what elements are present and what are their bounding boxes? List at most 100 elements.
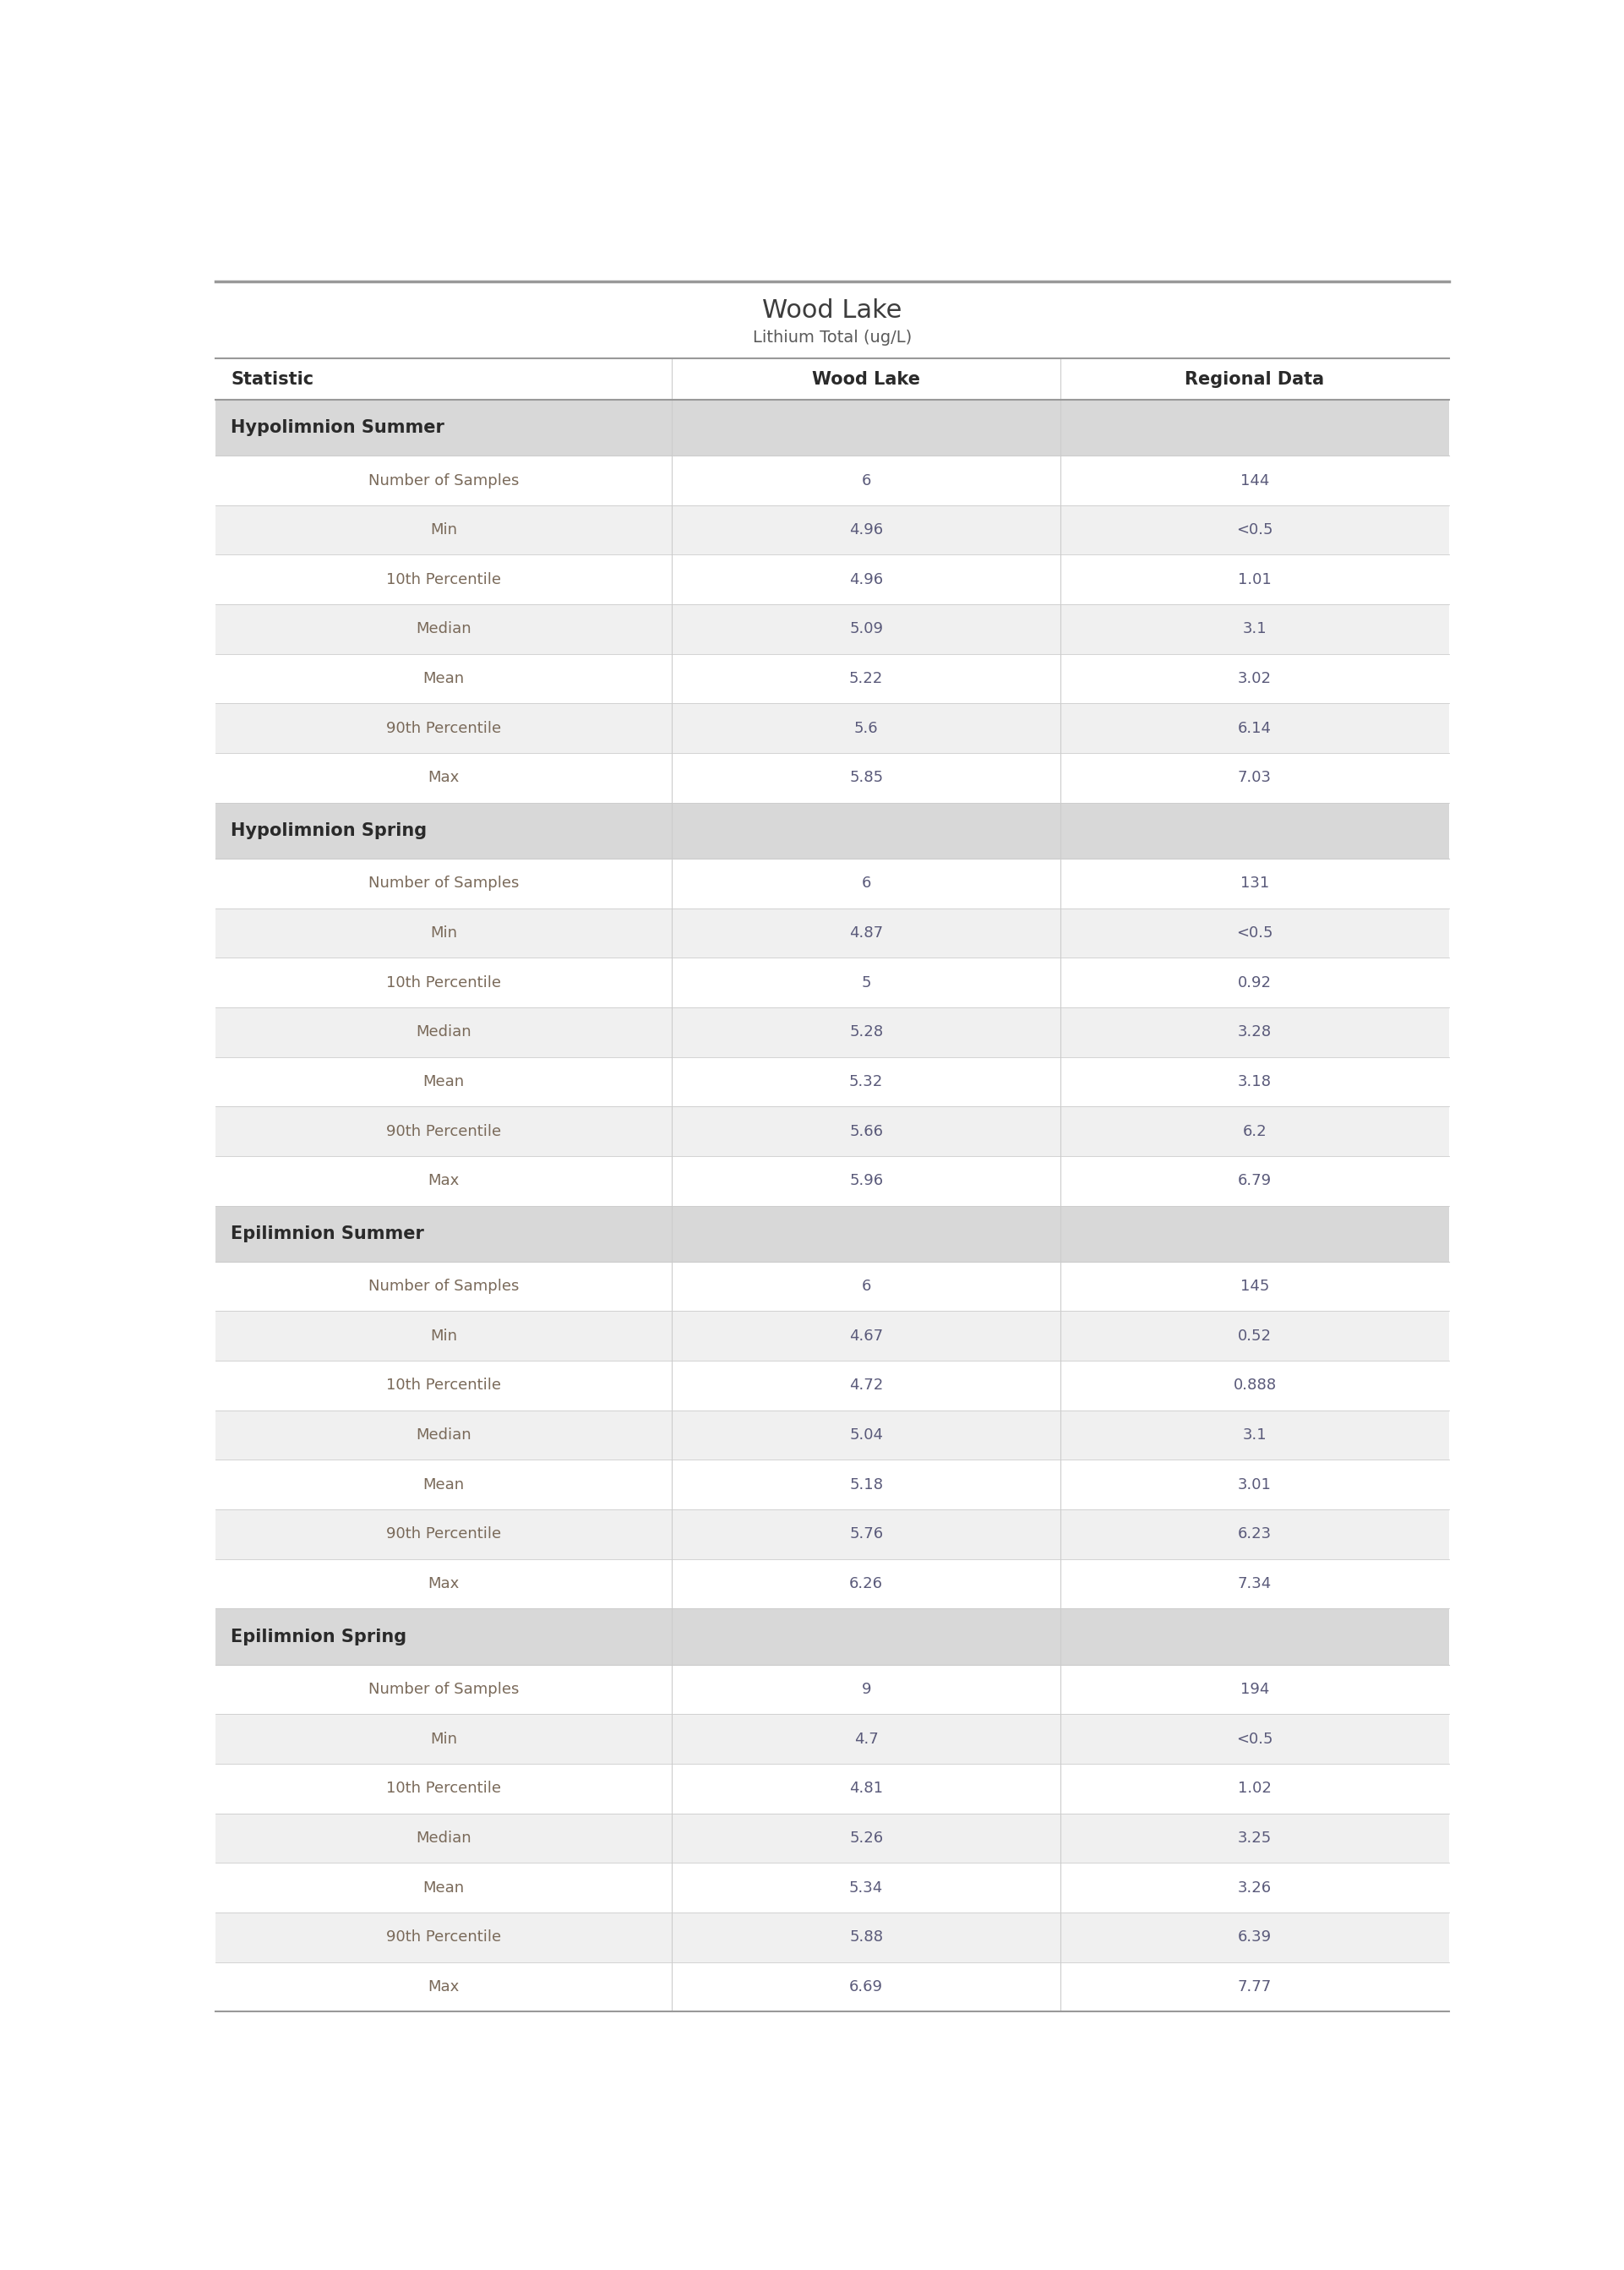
Text: 6.39: 6.39 xyxy=(1237,1930,1272,1945)
Bar xyxy=(216,400,1449,456)
Text: 0.52: 0.52 xyxy=(1237,1328,1272,1344)
Text: 131: 131 xyxy=(1241,876,1270,892)
Text: 90th Percentile: 90th Percentile xyxy=(387,720,502,735)
Text: 90th Percentile: 90th Percentile xyxy=(387,1124,502,1140)
Bar xyxy=(216,456,1449,506)
Bar xyxy=(216,1058,1449,1105)
Text: Number of Samples: Number of Samples xyxy=(369,1682,520,1698)
Text: 5.6: 5.6 xyxy=(854,720,879,735)
Bar xyxy=(216,754,1449,804)
Text: Median: Median xyxy=(416,1428,471,1444)
Text: 5.22: 5.22 xyxy=(849,672,883,686)
Bar xyxy=(216,654,1449,704)
Text: 3.02: 3.02 xyxy=(1237,672,1272,686)
Text: Max: Max xyxy=(429,1575,460,1591)
Bar xyxy=(216,604,1449,654)
Text: Epilimnion Summer: Epilimnion Summer xyxy=(231,1226,424,1242)
Bar xyxy=(216,1764,1449,1814)
Bar xyxy=(216,506,1449,554)
Text: 90th Percentile: 90th Percentile xyxy=(387,1528,502,1541)
Bar xyxy=(216,1410,1449,1460)
Text: 5.66: 5.66 xyxy=(849,1124,883,1140)
Bar xyxy=(216,359,1449,400)
Text: 3.28: 3.28 xyxy=(1237,1024,1272,1040)
Bar xyxy=(216,1714,1449,1764)
Text: Min: Min xyxy=(430,522,458,538)
Text: 3.1: 3.1 xyxy=(1242,1428,1267,1444)
Text: 5.32: 5.32 xyxy=(849,1074,883,1090)
Text: 5.85: 5.85 xyxy=(849,770,883,785)
Text: 5.96: 5.96 xyxy=(849,1174,883,1189)
Bar xyxy=(216,804,1449,858)
Text: Hypolimnion Summer: Hypolimnion Summer xyxy=(231,420,445,436)
Bar xyxy=(216,1510,1449,1559)
Text: 3.26: 3.26 xyxy=(1237,1880,1272,1895)
Text: 4.7: 4.7 xyxy=(854,1732,879,1746)
Bar xyxy=(216,1961,1449,2011)
Text: 9: 9 xyxy=(861,1682,870,1698)
Text: 6.2: 6.2 xyxy=(1242,1124,1267,1140)
Text: Epilimnion Spring: Epilimnion Spring xyxy=(231,1628,406,1646)
Bar xyxy=(216,1864,1449,1911)
Bar xyxy=(216,958,1449,1008)
Text: Median: Median xyxy=(416,1024,471,1040)
Text: 5.34: 5.34 xyxy=(849,1880,883,1895)
Text: Statistic: Statistic xyxy=(231,370,313,388)
Bar xyxy=(216,1205,1449,1262)
Text: 7.77: 7.77 xyxy=(1237,1979,1272,1995)
Bar xyxy=(216,554,1449,604)
Text: 3.25: 3.25 xyxy=(1237,1830,1272,1846)
Text: Number of Samples: Number of Samples xyxy=(369,876,520,892)
Text: 6: 6 xyxy=(861,876,870,892)
Bar xyxy=(216,1360,1449,1410)
Text: 6.69: 6.69 xyxy=(849,1979,883,1995)
Text: 10th Percentile: 10th Percentile xyxy=(387,1782,502,1796)
Text: 10th Percentile: 10th Percentile xyxy=(387,572,502,588)
Text: Max: Max xyxy=(429,1174,460,1189)
Text: 90th Percentile: 90th Percentile xyxy=(387,1930,502,1945)
Bar xyxy=(216,1155,1449,1205)
Text: 7.03: 7.03 xyxy=(1237,770,1272,785)
Bar xyxy=(216,1559,1449,1609)
Text: 5.88: 5.88 xyxy=(849,1930,883,1945)
Text: 7.34: 7.34 xyxy=(1237,1575,1272,1591)
Text: <0.5: <0.5 xyxy=(1236,522,1273,538)
Text: Median: Median xyxy=(416,622,471,638)
Bar xyxy=(216,1460,1449,1510)
Text: 4.72: 4.72 xyxy=(849,1378,883,1394)
Text: Wood Lake: Wood Lake xyxy=(812,370,921,388)
Text: 3.1: 3.1 xyxy=(1242,622,1267,638)
Text: 4.67: 4.67 xyxy=(849,1328,883,1344)
Text: 5.28: 5.28 xyxy=(849,1024,883,1040)
Bar xyxy=(216,704,1449,754)
Bar xyxy=(216,1105,1449,1155)
Text: 5.09: 5.09 xyxy=(849,622,883,638)
Text: Lithium Total (ug/L): Lithium Total (ug/L) xyxy=(754,329,911,345)
Text: 5: 5 xyxy=(861,976,870,990)
Text: 4.96: 4.96 xyxy=(849,522,883,538)
Bar xyxy=(216,1814,1449,1864)
Text: Number of Samples: Number of Samples xyxy=(369,472,520,488)
Text: 3.18: 3.18 xyxy=(1237,1074,1272,1090)
Text: 144: 144 xyxy=(1241,472,1270,488)
Text: 6.26: 6.26 xyxy=(849,1575,883,1591)
Text: Regional Data: Regional Data xyxy=(1186,370,1325,388)
Text: Mean: Mean xyxy=(422,1478,464,1491)
Bar xyxy=(216,1262,1449,1312)
Text: 6: 6 xyxy=(861,472,870,488)
Text: Max: Max xyxy=(429,770,460,785)
Text: 5.26: 5.26 xyxy=(849,1830,883,1846)
Bar xyxy=(216,1664,1449,1714)
Text: 4.87: 4.87 xyxy=(849,926,883,940)
Text: 10th Percentile: 10th Percentile xyxy=(387,976,502,990)
Text: 6.14: 6.14 xyxy=(1237,720,1272,735)
Text: 5.04: 5.04 xyxy=(849,1428,883,1444)
Text: 0.92: 0.92 xyxy=(1237,976,1272,990)
Bar xyxy=(216,1911,1449,1961)
Text: 10th Percentile: 10th Percentile xyxy=(387,1378,502,1394)
Text: Min: Min xyxy=(430,1328,458,1344)
Text: Min: Min xyxy=(430,926,458,940)
Bar xyxy=(216,1312,1449,1360)
Text: 5.18: 5.18 xyxy=(849,1478,883,1491)
Text: 194: 194 xyxy=(1241,1682,1270,1698)
